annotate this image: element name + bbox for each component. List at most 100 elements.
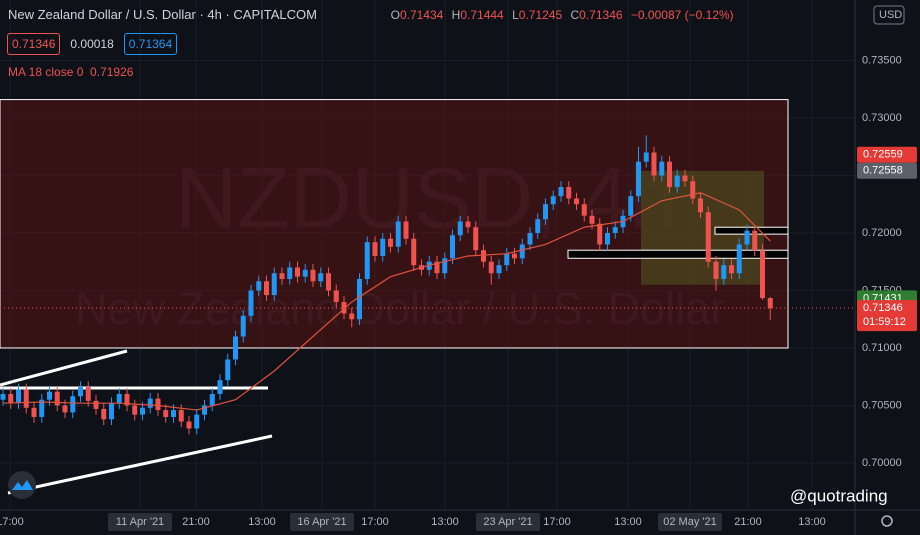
candle-body	[47, 391, 52, 400]
header: New Zealand Dollar / U.S. Dollar · 4h · …	[8, 7, 739, 22]
price-marker	[857, 162, 917, 179]
candle-body	[581, 204, 587, 216]
candle-body	[667, 161, 672, 187]
spread: 0.00018	[70, 37, 114, 51]
x-label-bg	[108, 513, 172, 531]
candle-body	[333, 290, 339, 302]
x-label-bg	[290, 513, 354, 531]
x-tick-label: 13:00	[614, 516, 642, 528]
logo-mark	[12, 480, 33, 490]
candle-body	[442, 258, 448, 274]
settings-icon	[881, 515, 893, 527]
ma-value: 0.71926	[90, 65, 134, 79]
sell-price[interactable]: 0.71346	[7, 33, 61, 55]
x-label-bg	[658, 513, 722, 531]
candle-body	[132, 405, 138, 415]
ohlc-key: L	[512, 8, 519, 22]
y-tick-label: 0.73500	[862, 54, 902, 66]
candle-body	[357, 278, 362, 320]
candle-body	[264, 281, 269, 296]
candle-body	[512, 253, 517, 259]
candle-body	[39, 399, 45, 417]
candle-body	[605, 232, 610, 245]
candle-body	[597, 223, 603, 245]
ohlc-value: 0.71444	[460, 8, 504, 22]
zone	[714, 226, 789, 235]
candle-body	[271, 273, 277, 296]
ohlc-value: 0.71346	[579, 8, 623, 22]
candle-body	[248, 290, 254, 316]
ma-line	[2, 192, 771, 411]
candle-body	[519, 244, 525, 259]
candle-body	[209, 393, 215, 406]
y-tick-label: 0.71000	[862, 342, 902, 354]
candle-body	[93, 400, 99, 409]
candle-body	[171, 410, 176, 417]
candle-body	[349, 313, 355, 320]
y-tick-label: 0.70000	[862, 457, 902, 469]
candle-body	[403, 221, 409, 239]
x-tick-label: 02 May '21	[663, 516, 716, 528]
x-tick-label: 23 Apr '21	[483, 516, 532, 528]
ma-label: MA 18 close 0	[8, 65, 84, 79]
quote-boxes: 0.71346 0.00018 0.71364	[7, 33, 178, 55]
symbol-title[interactable]: New Zealand Dollar / U.S. Dollar · 4h · …	[8, 7, 317, 22]
candle-body	[550, 196, 556, 205]
candle-body	[729, 265, 734, 274]
countdown: 01:59:12	[863, 316, 906, 328]
candle-body	[527, 232, 533, 245]
candle-body	[473, 227, 479, 251]
candle-body	[31, 407, 37, 417]
price-axis	[855, 0, 920, 510]
candle-body	[372, 242, 378, 256]
candle-body	[155, 398, 161, 411]
y-tick-label: 0.70500	[862, 399, 902, 411]
candle-body	[736, 244, 742, 274]
candle-body	[488, 261, 494, 274]
ohlc-value: 0.71245	[518, 8, 563, 22]
candle-body	[589, 215, 595, 224]
candle-body	[124, 393, 130, 406]
buy-price[interactable]: 0.71364	[123, 33, 178, 55]
x-tick-label: 17:00	[361, 516, 389, 528]
candle-body	[388, 238, 393, 247]
candle-body	[504, 253, 510, 266]
candle-body	[8, 393, 14, 404]
candle-body	[202, 405, 207, 415]
candle-body	[690, 181, 696, 199]
currency-box	[873, 5, 905, 25]
brand: @quotrading	[790, 486, 888, 505]
ohlc-value: 0.71434	[399, 8, 444, 22]
candle-body	[713, 261, 719, 279]
x-tick-label: 13:00	[431, 516, 459, 528]
candle-body	[217, 380, 223, 394]
candle-body	[682, 175, 688, 182]
candle-body	[450, 235, 455, 259]
candle-body	[163, 410, 169, 417]
candle-body	[279, 273, 285, 279]
y-tick-label: 0.73000	[862, 112, 902, 124]
ohlc-key: C	[570, 8, 580, 22]
trend-line	[0, 349, 128, 387]
candle-body	[194, 414, 200, 429]
currency: USD	[879, 9, 902, 21]
candle-body	[109, 403, 114, 420]
candle-body	[636, 161, 641, 197]
candle-body	[651, 152, 657, 176]
candle-body	[147, 398, 153, 408]
x-label-bg	[476, 513, 540, 531]
ohlc-key: H	[451, 8, 461, 22]
x-tick-label: 11 Apr '21	[116, 516, 164, 528]
candle-body	[566, 186, 572, 199]
price-marker	[857, 146, 917, 163]
candle-body	[326, 273, 331, 291]
candle-body	[411, 238, 417, 266]
candle-body	[318, 273, 324, 282]
candle-body	[310, 269, 316, 282]
candle-body	[225, 359, 231, 381]
price-marker-label: 0.72558	[863, 165, 903, 177]
candle-body	[535, 219, 541, 233]
price-marker-label: 0.72559	[863, 149, 903, 161]
price-marker-label: 0.71346	[863, 302, 903, 314]
